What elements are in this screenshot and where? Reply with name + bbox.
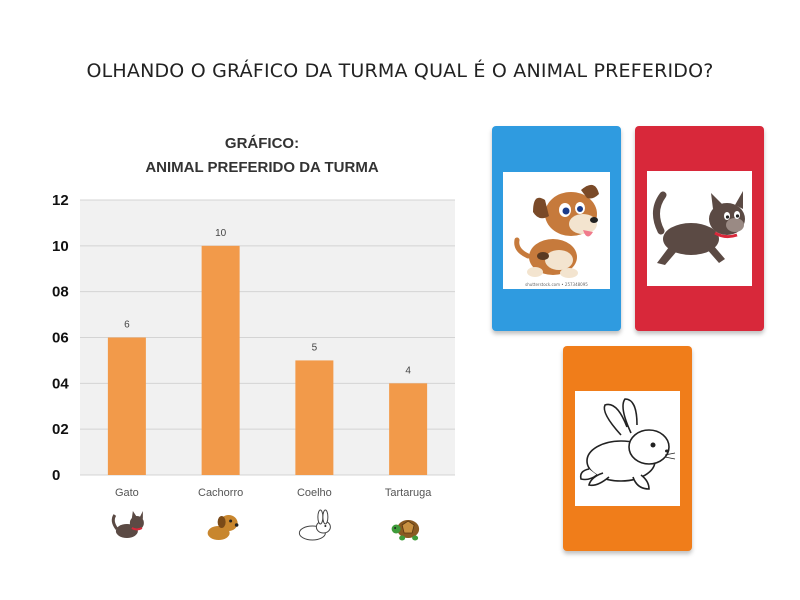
y-tick-label: 06 <box>52 330 69 347</box>
x-tick-label: Tartaruga <box>385 487 432 499</box>
cat-collar <box>131 527 143 531</box>
y-tick-label: 0 <box>52 467 60 484</box>
x-tick-label: Gato <box>115 487 139 499</box>
rabbit-icon <box>579 398 676 490</box>
answer-card-cat[interactable] <box>635 126 764 331</box>
x-tick-label: Cachorro <box>198 487 243 499</box>
cat-image <box>647 171 752 286</box>
chart-title: ANIMAL PREFERIDO DA TURMA <box>145 159 378 176</box>
dog-ear <box>217 516 226 528</box>
rabbit-ear <box>322 509 329 525</box>
answer-card-rabbit[interactable] <box>563 346 692 551</box>
dog-icon <box>207 515 239 540</box>
image-caption: shutterstock.com • 257348095 <box>525 282 588 287</box>
rabbit-image <box>575 391 680 506</box>
question-text: OLHANDO O GRÁFICO DA TURMA QUAL É O ANIM… <box>86 60 714 82</box>
bar-chart: GRÁFICO: ANIMAL PREFERIDO DA TURMA 6 10 5 4 … <box>30 125 470 555</box>
turtle-shell-pattern <box>401 520 415 534</box>
answer-card-dog[interactable]: shutterstock.com • 257348095 <box>492 126 621 331</box>
cat-tail <box>111 514 119 530</box>
bar-coelho <box>295 360 334 475</box>
bar-tartaruga <box>389 383 428 475</box>
bar-cachorro <box>201 245 240 475</box>
data-label: 10 <box>215 228 227 239</box>
cat-ears <box>131 511 143 519</box>
turtle-head <box>391 524 401 534</box>
rabbit-eye <box>324 525 327 527</box>
rabbit-icon <box>298 509 331 541</box>
cat-icon <box>653 191 745 265</box>
y-tick-label: 08 <box>52 284 69 301</box>
rabbit-ear <box>317 509 324 525</box>
data-label: 5 <box>312 342 318 353</box>
bar-gato <box>107 337 146 475</box>
data-label: 6 <box>124 320 130 331</box>
dog-icon <box>514 184 599 278</box>
turtle-leg <box>399 535 406 541</box>
y-tick-label: 12 <box>52 192 69 209</box>
y-tick-label: 02 <box>52 421 69 438</box>
chart-title: GRÁFICO: <box>225 135 299 152</box>
cat-icon <box>111 511 144 538</box>
x-tick-label: Coelho <box>297 487 332 499</box>
dog-image: shutterstock.com • 257348095 <box>503 172 610 289</box>
dog-nose <box>234 523 239 527</box>
turtle-leg <box>412 535 419 541</box>
turtle-eye <box>394 527 397 529</box>
dog-eye <box>229 519 233 523</box>
chart-svg: GRÁFICO:ANIMAL PREFERIDO DA TURMA 61054 … <box>52 135 455 541</box>
turtle-icon <box>391 520 420 541</box>
cat-head <box>129 516 144 530</box>
y-tick-label: 04 <box>52 375 69 392</box>
y-tick-label: 10 <box>52 238 69 255</box>
data-label: 4 <box>405 365 411 376</box>
